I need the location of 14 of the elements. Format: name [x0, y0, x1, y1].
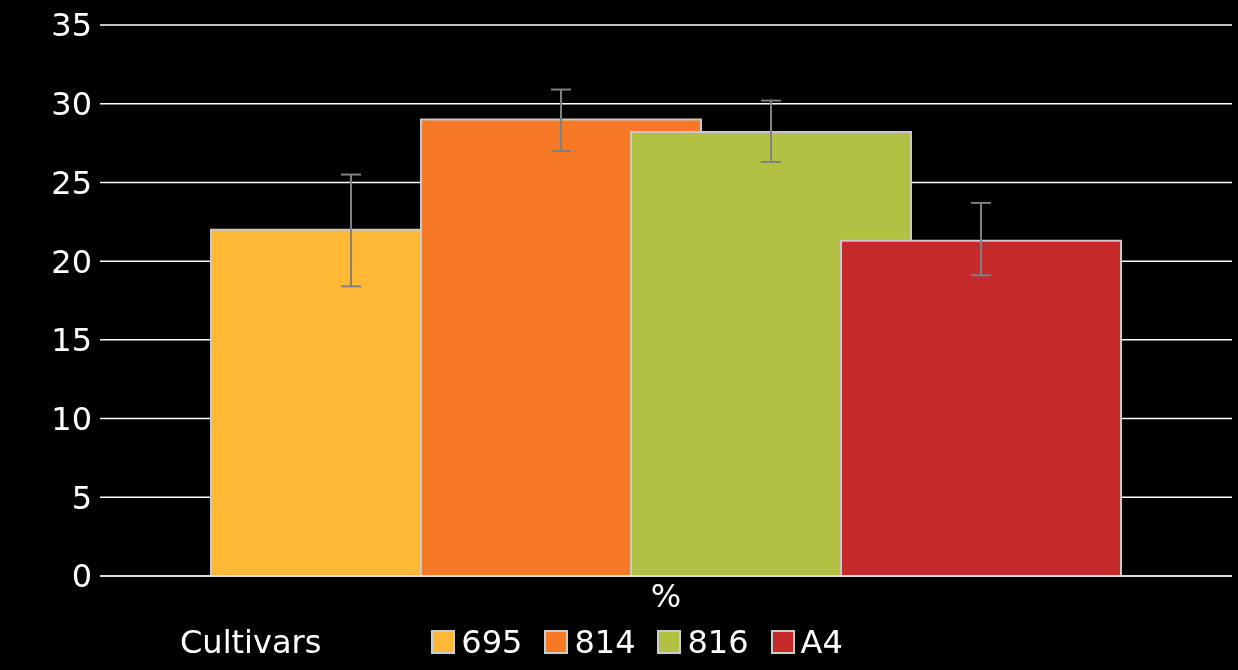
y-tick-label: 30 — [51, 85, 92, 124]
y-tick-label: 25 — [51, 163, 92, 202]
y-tick-label: 10 — [51, 399, 92, 438]
legend-label: 816 — [686, 623, 749, 661]
legend-label: 814 — [573, 623, 636, 661]
y-tick-label: 5 — [71, 478, 92, 517]
y-tick-label: 15 — [51, 321, 92, 360]
legend-title: Cultivars — [180, 623, 322, 661]
x-tick-label: % — [650, 576, 682, 615]
y-tick-label: 0 — [71, 557, 92, 596]
legend-label: 695 — [460, 623, 523, 661]
y-tick-label: 20 — [51, 242, 92, 281]
y-tick-label: 35 — [51, 6, 92, 45]
legend-label: A4 — [799, 623, 843, 661]
